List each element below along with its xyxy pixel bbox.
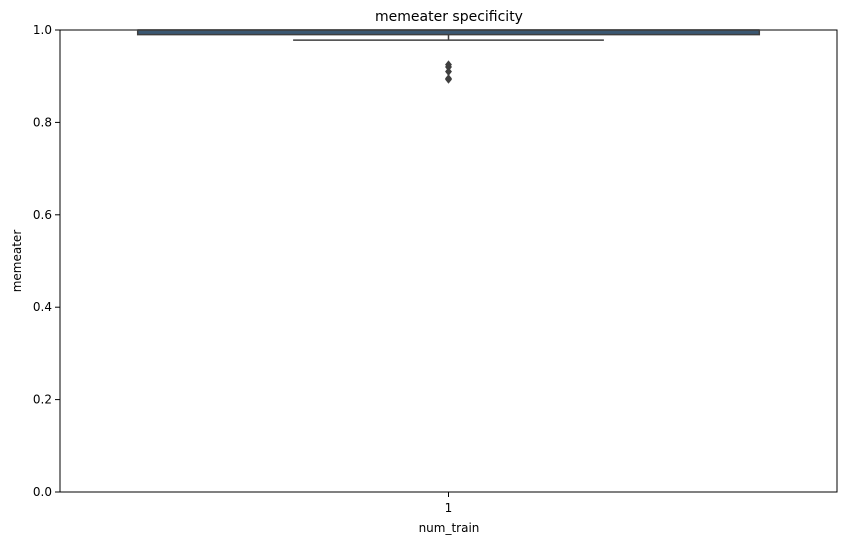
y-tick-label: 0.8 (33, 115, 52, 129)
y-tick-label: 0.6 (33, 208, 52, 222)
chart-title: memeater specificity (375, 9, 523, 25)
y-tick-label: 0.4 (33, 300, 52, 314)
x-tick-label: 1 (445, 501, 453, 515)
y-axis-label: memeater (10, 230, 24, 293)
x-axis-label: num_train (419, 521, 480, 535)
x-axis-ticks: 1 (445, 492, 453, 515)
y-tick-label: 0.2 (33, 393, 52, 407)
outlier-point (444, 75, 453, 84)
box-marks (136, 29, 761, 84)
y-tick-label: 0.0 (33, 485, 52, 499)
plot-area (59, 29, 838, 493)
y-tick-label: 1.0 (33, 23, 52, 37)
y-axis-ticks: 0.0 0.2 0.4 0.6 0.8 1.0 (33, 23, 60, 499)
plot-background (60, 30, 837, 492)
